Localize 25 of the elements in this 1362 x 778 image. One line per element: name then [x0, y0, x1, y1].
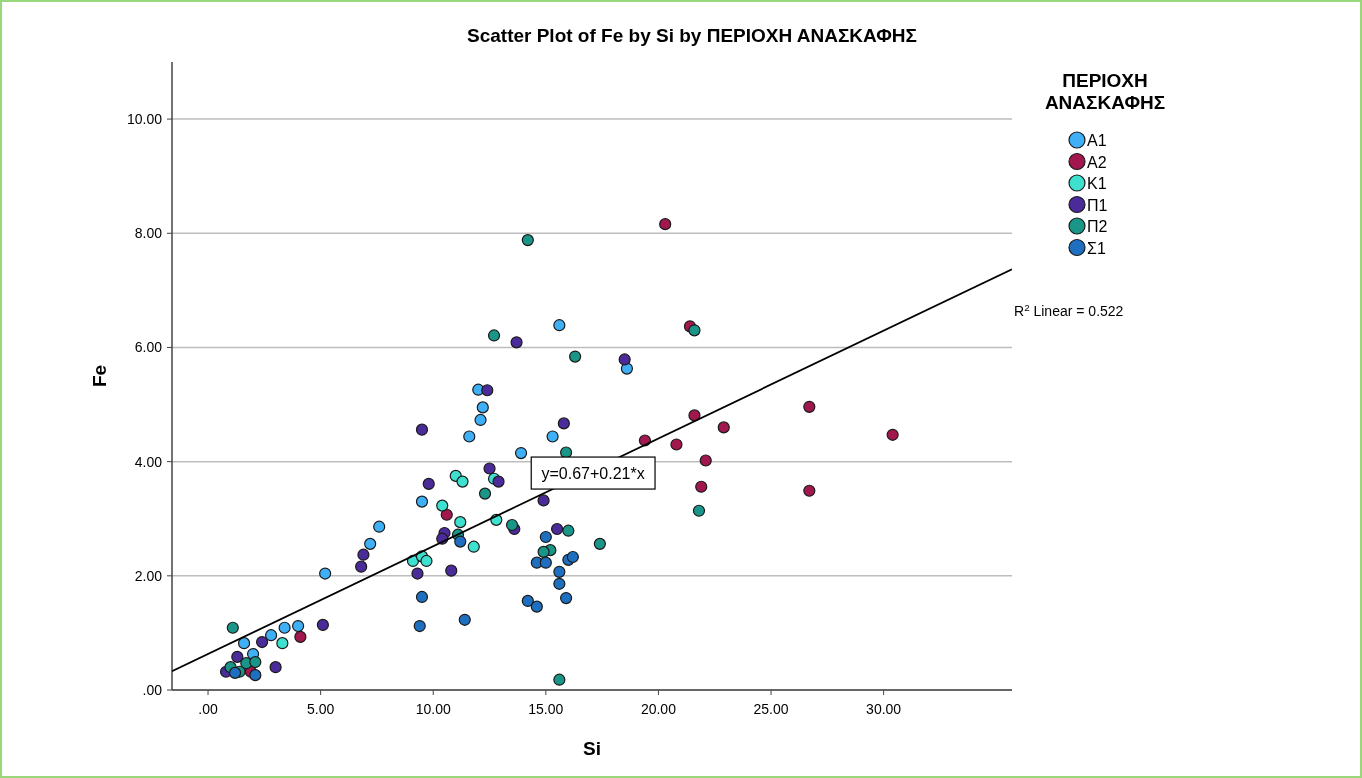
legend-label: Σ1 [1087, 239, 1106, 257]
y-axis-title: Fe [89, 364, 110, 388]
annotation: y=0.67+0.21*x [541, 465, 645, 483]
x-tick-label: 20.00 [640, 701, 677, 717]
legend-label: Π1 [1087, 196, 1108, 214]
legend-label: Π2 [1087, 218, 1108, 235]
legend-label: Κ1 [1087, 175, 1107, 192]
x-axis-title: Si [583, 738, 601, 759]
y-tick-label: 8.00 [134, 225, 163, 242]
y-tick-label: 6.00 [134, 339, 163, 356]
x-tick-label: 25.00 [753, 701, 789, 717]
y-tick-label: 2.00 [134, 567, 163, 584]
x-tick-label: 10.00 [415, 701, 451, 717]
x-tick-label: 15.00 [528, 701, 564, 717]
chart-title: Scatter Plot of Fe by Si by ΠΕΡΙΟΧΗ ΑΝΑΣΚΑΦΗΣ [467, 25, 917, 46]
text: R$^{2}$ Linear = 0.522 [1014, 301, 1124, 319]
legend-title: ΠΕΡΙΟΧΗ ΑΝΑΣΚΑΦΗΣ [1044, 70, 1166, 113]
legend-label: Α2 [1087, 153, 1107, 171]
legend-label: Α1 [1087, 132, 1107, 149]
x-tick-label: 30.00 [866, 701, 902, 717]
y-tick-label: 4.00 [134, 453, 163, 470]
x-tick-label: .00 [198, 701, 218, 717]
y-tick-label: 10.00 [126, 111, 163, 128]
x-tick-label: 5.00 [307, 701, 335, 717]
y-tick-label: .00 [142, 682, 163, 698]
